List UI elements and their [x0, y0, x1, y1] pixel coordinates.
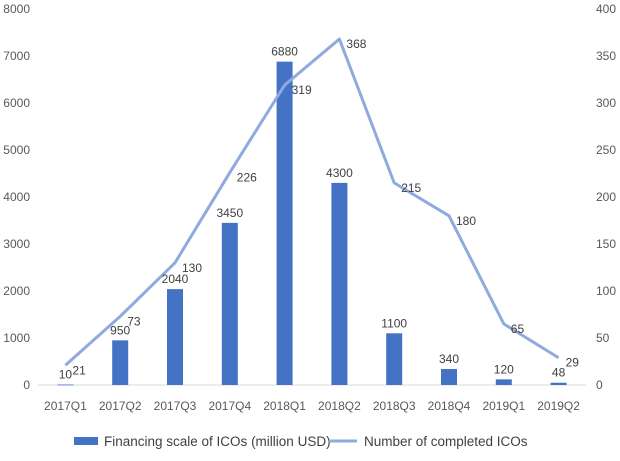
- bar-data-labels: 10 950 2040 3450 6880 4300 1100 340 120 48: [59, 45, 566, 382]
- left-axis-ticks: 0 1000 2000 3000 4000 5000 6000 7000 8000: [3, 2, 30, 392]
- bar-data-label: 2040: [162, 272, 189, 286]
- x-tick-label: 2019Q1: [482, 399, 525, 413]
- right-tick-label: 100: [596, 284, 616, 298]
- bar: [276, 61, 293, 385]
- left-tick-label: 0: [23, 378, 30, 392]
- right-tick-label: 150: [596, 237, 616, 251]
- x-tick-label: 2018Q3: [373, 399, 416, 413]
- x-tick-label: 2017Q2: [99, 399, 142, 413]
- bar-data-label: 48: [552, 366, 566, 380]
- bar-data-label: 950: [110, 323, 130, 337]
- legend: Financing scale of ICOs (million USD) Nu…: [74, 434, 528, 449]
- line-data-label: 73: [127, 314, 141, 328]
- bar: [57, 384, 74, 386]
- left-tick-label: 1000: [3, 331, 30, 345]
- bar-data-label: 120: [494, 362, 514, 376]
- bar: [550, 382, 567, 385]
- x-tick-label: 2018Q4: [428, 399, 471, 413]
- x-tick-label: 2019Q2: [537, 399, 580, 413]
- bar: [386, 333, 403, 385]
- line-data-label: 368: [346, 37, 366, 51]
- bar: [167, 289, 183, 385]
- right-tick-label: 300: [596, 96, 616, 110]
- series-line: [64, 37, 560, 367]
- line-data-label: 65: [511, 322, 525, 336]
- bar-data-label: 3450: [216, 206, 243, 220]
- bar: [495, 379, 512, 385]
- x-tick-label: 2017Q4: [208, 399, 251, 413]
- right-tick-label: 400: [596, 2, 616, 16]
- line-data-label: 130: [182, 261, 202, 275]
- right-tick-label: 50: [596, 331, 610, 345]
- bar-data-label: 340: [439, 352, 459, 366]
- legend-line-label: Number of completed ICOs: [364, 434, 528, 449]
- legend-bar-swatch: [74, 437, 98, 445]
- line-data-label: 180: [456, 214, 476, 228]
- line-data-label: 29: [566, 356, 580, 370]
- left-tick-label: 2000: [3, 284, 30, 298]
- left-tick-label: 3000: [3, 237, 30, 251]
- line-data-label: 319: [292, 83, 312, 97]
- x-tick-label: 2017Q3: [154, 399, 197, 413]
- bar: [221, 222, 238, 385]
- right-tick-label: 350: [596, 49, 616, 63]
- bar: [441, 369, 457, 385]
- x-axis-ticks: 2017Q1 2017Q2 2017Q3 2017Q4 2018Q1 2018Q2 2018…: [44, 399, 580, 413]
- line-data-label: 226: [237, 171, 257, 185]
- left-tick-label: 4000: [3, 190, 30, 204]
- left-tick-label: 6000: [3, 96, 30, 110]
- x-tick-label: 2017Q1: [44, 399, 87, 413]
- bar-data-label: 1100: [381, 316, 407, 330]
- left-tick-label: 8000: [3, 2, 30, 16]
- right-tick-label: 250: [596, 143, 616, 157]
- x-tick-label: 2018Q2: [318, 399, 361, 413]
- line-data-label: 215: [401, 181, 421, 195]
- left-tick-label: 5000: [3, 143, 30, 157]
- line-data-labels: 21 73 130 226 319 368 215 180 65 29: [72, 37, 579, 377]
- bar-data-label: 4300: [326, 166, 353, 180]
- bar-series: [57, 61, 567, 386]
- x-tick-label: 2018Q1: [263, 399, 306, 413]
- right-axis-ticks: 0 50 100 150 200 250 300 350 400: [596, 2, 616, 392]
- line-data-label: 21: [72, 363, 86, 377]
- right-tick-label: 0: [596, 378, 603, 392]
- bar-data-label: 6880: [271, 45, 298, 59]
- right-tick-label: 200: [596, 190, 616, 204]
- bar: [112, 340, 129, 385]
- legend-bar-label: Financing scale of ICOs (million USD): [104, 434, 331, 449]
- line-series: [64, 37, 560, 367]
- bar: [331, 182, 348, 385]
- bar-data-label: 10: [59, 368, 73, 382]
- left-tick-label: 7000: [3, 49, 30, 63]
